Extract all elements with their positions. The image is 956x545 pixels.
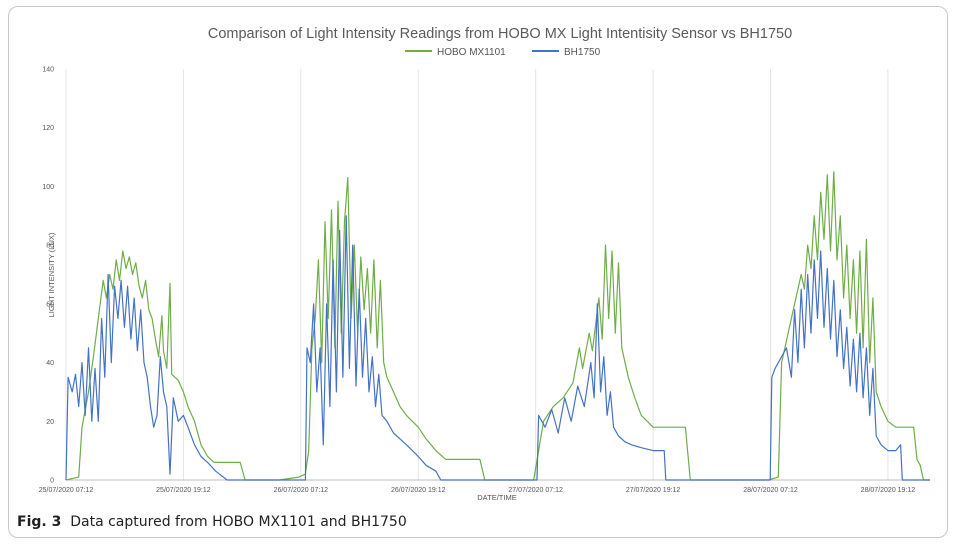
y-tick-label: 120 <box>42 125 54 132</box>
figure-caption: Fig. 3 Data captured from HOBO MX1101 an… <box>17 514 407 530</box>
x-axis-ticks: 25/07/2020 07:12 25/07/2020 19:12 26/07/20… <box>39 487 916 494</box>
vertical-gridlines <box>65 69 889 480</box>
series-lines <box>65 171 930 481</box>
y-tick-label: 140 <box>42 67 54 74</box>
x-tick-label: 28/07/2020 19:12 <box>861 487 916 494</box>
y-tick-label: 80 <box>46 243 54 250</box>
legend-label-bh1750: BH1750 <box>564 47 601 58</box>
y-tick-label: 0 <box>50 478 54 485</box>
chart-title: Comparison of Light Intensity Readings f… <box>208 26 792 42</box>
series-line-1 <box>65 215 930 481</box>
legend: HOBO MX1101 BH1750 <box>405 47 601 58</box>
y-axis-ticks: 0 20 40 60 80 100 120 140 <box>42 67 54 485</box>
x-tick-label: 25/07/2020 19:12 <box>156 487 211 494</box>
x-tick-label: 28/07/2020 07:12 <box>743 487 798 494</box>
line-chart: Comparison of Light Intensity Readings f… <box>39 26 930 502</box>
x-tick-label: 25/07/2020 07:12 <box>39 487 94 494</box>
x-axis-label: DATE/TIME <box>477 493 516 502</box>
series-line-0 <box>65 171 930 481</box>
x-tick-label: 27/07/2020 19:12 <box>626 487 681 494</box>
y-tick-label: 40 <box>46 360 54 367</box>
legend-label-hobo: HOBO MX1101 <box>437 47 506 58</box>
y-tick-label: 60 <box>46 301 54 308</box>
y-tick-label: 100 <box>42 184 54 191</box>
y-tick-label: 20 <box>46 419 54 426</box>
figure-caption-label: Fig. 3 <box>17 514 62 530</box>
x-tick-label: 26/07/2020 19:12 <box>391 487 446 494</box>
y-axis-label: LIGHT INTENSITY (LUX) <box>47 232 56 317</box>
figure-caption-text: Data captured from HOBO MX1101 and BH175… <box>70 514 407 530</box>
x-tick-label: 27/07/2020 07:12 <box>508 487 563 494</box>
figure-frame <box>8 6 948 538</box>
x-tick-label: 26/07/2020 07:12 <box>274 487 329 494</box>
